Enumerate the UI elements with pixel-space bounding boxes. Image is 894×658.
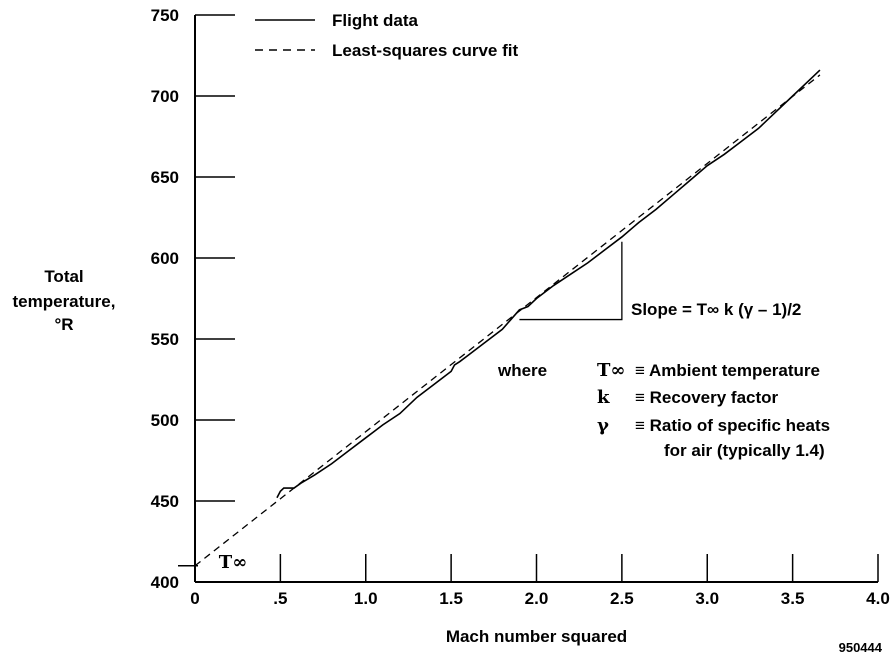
x-tick-label: 3.0 <box>695 589 719 608</box>
x-tick-label: .5 <box>273 589 287 608</box>
definition-symbol: γ <box>597 415 609 436</box>
y-tick-label: 650 <box>151 168 179 187</box>
axes <box>194 14 879 583</box>
x-tick-label: 2.5 <box>610 589 634 608</box>
definition-text: ≡ Ambient temperature <box>635 361 820 380</box>
definition-symbol: k <box>597 387 610 408</box>
x-tick-label: 1.0 <box>354 589 378 608</box>
legend-label: Flight data <box>332 11 418 30</box>
plot-marks <box>178 19 821 567</box>
curve-fit-line <box>194 74 821 567</box>
where-label: where <box>497 361 547 380</box>
y-tick-label: 750 <box>151 6 179 25</box>
definition-symbol: T∞ <box>597 360 625 381</box>
y-axis-title-line: °R <box>54 315 73 334</box>
x-axis-title: Mach number squared <box>446 627 627 646</box>
definition-continuation: for air (typically 1.4) <box>664 441 825 460</box>
chart-text: 400 450 500 550 600 650 700 750 0 .5 1.0 1.5 2.0 2.5 3… <box>13 6 890 655</box>
definition-text: ≡ Recovery factor <box>635 388 779 407</box>
flight-data-line <box>276 69 821 499</box>
y-axis-title-line: temperature, <box>13 292 116 311</box>
slope-triangle <box>519 241 623 321</box>
x-tick-label: 4.0 <box>866 589 890 608</box>
y-tick-label: 500 <box>151 411 179 430</box>
definition-text: ≡ Ratio of specific heats <box>635 416 830 435</box>
y-tick-label: 550 <box>151 330 179 349</box>
y-axis-title-line: Total <box>44 267 83 286</box>
y-tick-label: 600 <box>151 249 179 268</box>
slope-annotation: Slope = T∞ k (γ – 1)/2 <box>631 300 801 319</box>
x-tick-label: 3.5 <box>781 589 805 608</box>
y-tick-label: 400 <box>151 573 179 592</box>
y-tick-label: 700 <box>151 87 179 106</box>
figure-number: 950444 <box>839 640 883 655</box>
y-tick-label: 450 <box>151 492 179 511</box>
legend-label: Least-squares curve fit <box>332 41 518 60</box>
tinf-label: T∞ <box>219 552 247 573</box>
x-tick-label: 2.0 <box>525 589 549 608</box>
x-tick-label: 0 <box>190 589 199 608</box>
x-tick-label: 1.5 <box>439 589 463 608</box>
